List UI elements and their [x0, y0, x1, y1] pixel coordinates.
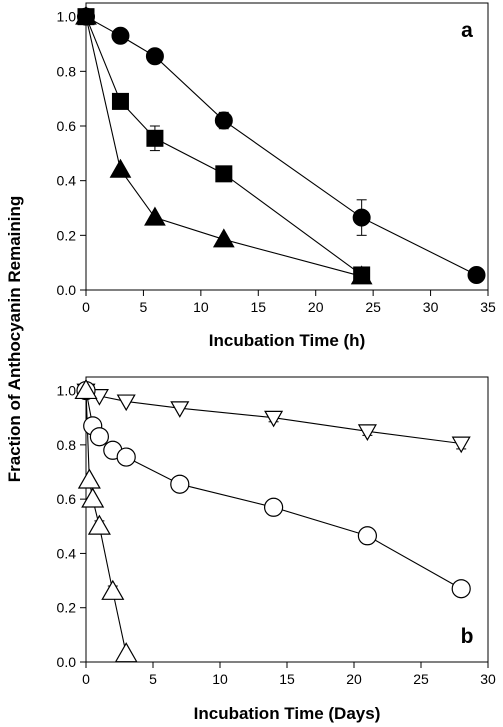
data-point-series-1 — [214, 111, 233, 130]
y-tick-label: 1.0 — [57, 383, 77, 399]
x-tick-label: 5 — [140, 299, 148, 315]
panel-label: a — [461, 19, 473, 42]
data-point-series-1 — [111, 26, 130, 45]
x-axis-title: Incubation Time (Days) — [194, 704, 381, 723]
x-tick-label: 30 — [423, 299, 439, 315]
data-point-series-3 — [75, 5, 97, 25]
data-point-series-2 — [146, 129, 164, 147]
x-tick-label: 0 — [82, 299, 90, 315]
data-point-series-2 — [89, 427, 110, 447]
y-tick-label: 1.0 — [57, 9, 77, 25]
x-tick-label: 25 — [413, 671, 429, 687]
data-point-series-2 — [451, 579, 471, 599]
x-tick-label: 25 — [365, 299, 381, 315]
y-tick-label: 0.8 — [57, 437, 77, 453]
data-point-series-3 — [212, 228, 235, 248]
y-tick-label: 0.0 — [57, 654, 77, 670]
x-tick-label: 30 — [480, 671, 496, 687]
y-tick-label: 0.6 — [57, 118, 77, 134]
y-tick-label: 0.4 — [57, 545, 77, 561]
x-tick-label: 35 — [480, 299, 496, 315]
data-point-series-3 — [109, 158, 132, 178]
data-point-series-1 — [264, 410, 284, 428]
data-point-series-2 — [215, 165, 233, 183]
data-point-series-2 — [111, 92, 129, 110]
data-point-series-1 — [451, 436, 471, 454]
data-point-series-3 — [74, 378, 98, 400]
data-point-series-3 — [87, 514, 111, 535]
data-point-series-2 — [170, 474, 190, 494]
y-tick-label: 0.6 — [57, 491, 77, 507]
chart-panel-b: 0.0 0.2 0.4 0.6 0.8 1.0 0 5 10 15 20 25 30 Incubation… — [57, 376, 496, 723]
data-point-series-2 — [264, 497, 284, 517]
y-tick-label: 0.2 — [57, 227, 77, 243]
x-tick-label: 20 — [308, 299, 324, 315]
data-point-series-1 — [352, 208, 371, 227]
x-tick-label: 15 — [250, 299, 266, 315]
data-point-series-3 — [77, 468, 101, 489]
y-tick-label: 0.0 — [57, 282, 77, 298]
y-tick-label: 0.4 — [57, 173, 77, 189]
x-tick-label: 15 — [279, 671, 295, 687]
data-point-series-1 — [145, 47, 164, 66]
x-tick-label: 10 — [212, 671, 228, 687]
x-tick-label: 0 — [82, 671, 90, 687]
x-tick-label: 20 — [346, 671, 362, 687]
x-axis-title: Incubation Time (h) — [209, 331, 365, 350]
y-tick-label: 0.8 — [57, 63, 77, 79]
data-point-series-3 — [144, 206, 166, 226]
y-tick-label: 0.2 — [57, 600, 77, 616]
data-point-series-1 — [170, 401, 190, 418]
data-point-series-3 — [81, 487, 105, 508]
series-line-1 — [85, 16, 477, 276]
data-point-series-1 — [116, 394, 136, 412]
data-point-series-1 — [467, 265, 486, 284]
data-point-series-2 — [357, 526, 377, 546]
series-line-3 — [85, 390, 127, 654]
data-point-series-1 — [357, 424, 377, 441]
data-point-series-2 — [116, 447, 136, 467]
chart-panel-a: 0.0 0.2 0.4 0.6 0.8 1.0 0 5 10 15 20 25 30 35 Incubati… — [57, 2, 496, 350]
x-tick-label: 5 — [149, 671, 157, 687]
data-point-series-3 — [101, 579, 125, 600]
data-point-series-3 — [114, 642, 138, 663]
x-tick-label: 10 — [193, 299, 209, 315]
data-point-series-3 — [350, 265, 373, 285]
panel-label: b — [461, 625, 474, 648]
shared-y-axis-title: Fraction of Anthocyanin Remaining — [5, 196, 24, 483]
plot-frame — [85, 2, 489, 291]
